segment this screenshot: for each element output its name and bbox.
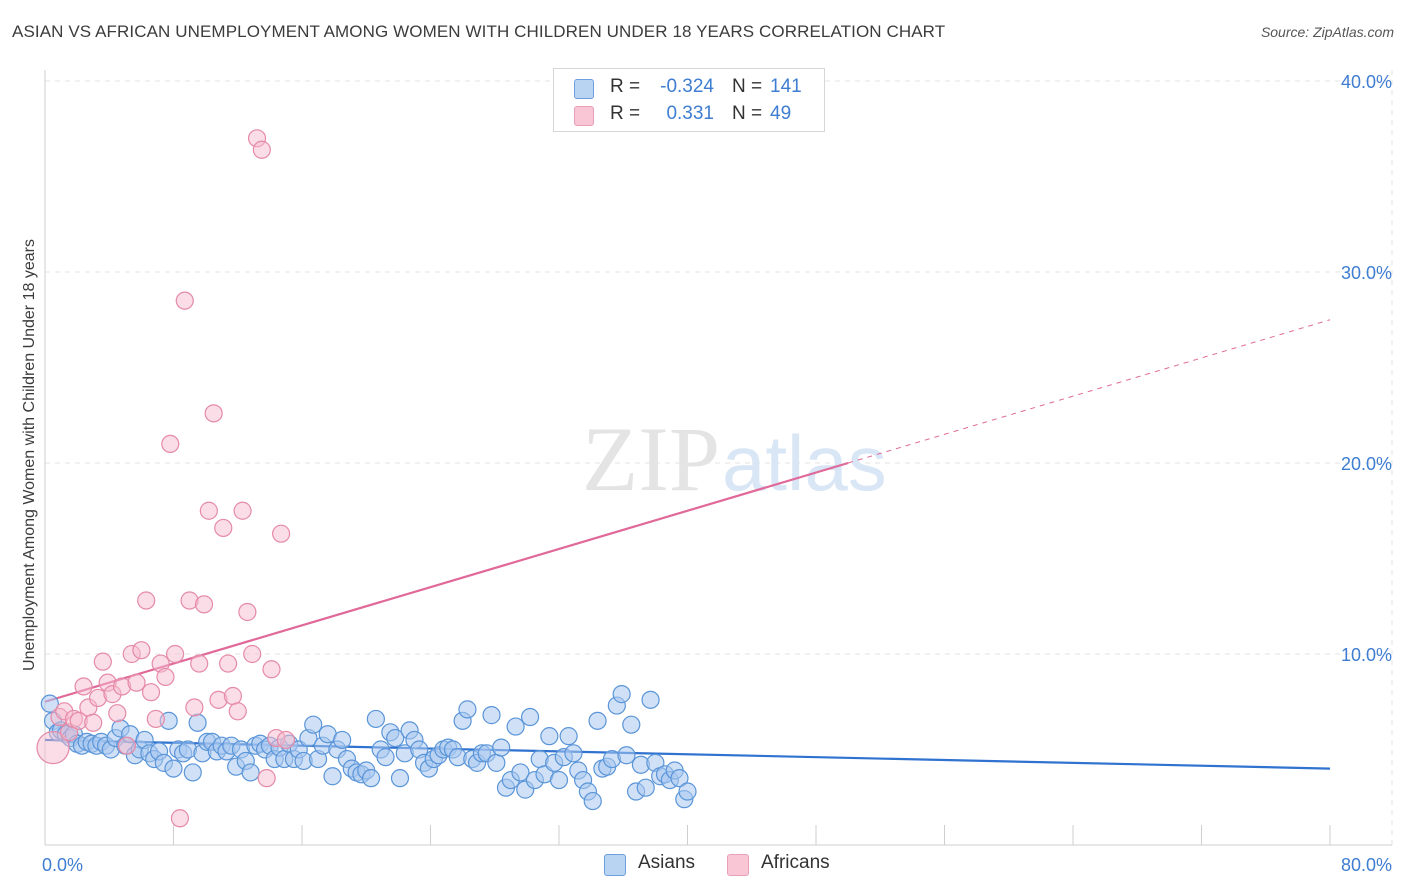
asian-point: [564, 744, 583, 763]
y-tick-label: 20.0%: [1341, 454, 1392, 474]
african-point: [190, 654, 209, 673]
african-point: [238, 602, 257, 622]
asian-point: [612, 685, 631, 704]
asians-n-label: N =: [732, 76, 763, 97]
asian-point: [323, 767, 342, 786]
african-point: [166, 644, 185, 664]
asian-point: [617, 746, 636, 765]
asians-legend-icon: [604, 854, 626, 876]
asian-point: [304, 715, 323, 734]
african-point: [156, 667, 175, 687]
african-point: [257, 769, 276, 788]
asian-point: [333, 730, 352, 750]
african-point: [117, 736, 137, 755]
african-point: [146, 709, 165, 729]
asian-point: [386, 728, 405, 748]
asian-point: [583, 791, 602, 811]
asian-point: [487, 753, 506, 772]
asian-point: [482, 706, 501, 725]
africans-n-value: 49: [770, 103, 792, 124]
africans-legend-label: Africans: [761, 852, 830, 873]
asian-point: [390, 769, 410, 788]
gridlines: [45, 70, 1393, 845]
africans-legend-icon: [727, 854, 749, 876]
africans-trend-extension: [847, 319, 1331, 464]
african-point: [170, 809, 190, 828]
african-point: [137, 591, 156, 610]
african-point: [141, 683, 161, 702]
correlation-legend: R = -0.324 N = 141 R = 0.331 N = 49: [553, 68, 825, 132]
asian-point: [670, 769, 689, 788]
asian-point: [549, 770, 569, 790]
y-tick-label: 30.0%: [1341, 263, 1392, 283]
africans-r-value: 0.331: [666, 103, 714, 124]
asian-point: [511, 763, 530, 782]
african-point: [204, 404, 223, 423]
african-point: [199, 501, 218, 520]
asians-r-value: -0.324: [660, 76, 714, 97]
african-point: [84, 713, 103, 732]
african-point: [127, 673, 146, 692]
axes: [44, 70, 1392, 846]
asian-point: [622, 715, 641, 734]
asian-point: [636, 778, 655, 797]
x-tick-label: 0.0%: [42, 855, 83, 875]
asian-point: [40, 694, 59, 713]
source-label: Source: ZipAtlas.com: [1260, 24, 1394, 40]
x-tick-label: 80.0%: [1341, 855, 1392, 875]
african-point: [214, 518, 233, 538]
asian-point: [361, 769, 381, 788]
asian-point: [458, 700, 477, 719]
y-tick-label: 40.0%: [1341, 72, 1392, 92]
asian-point: [492, 738, 511, 757]
africans-n-label: N =: [732, 103, 763, 124]
asians-n-value: 141: [770, 76, 802, 97]
african-point: [223, 686, 243, 706]
asian-point: [506, 717, 525, 736]
african-point: [194, 595, 214, 614]
asian-point: [540, 727, 559, 746]
african-point: [219, 654, 238, 673]
asian-point: [641, 690, 660, 709]
asians-r-label: R =: [610, 76, 641, 97]
african-point: [161, 434, 180, 453]
asian-point: [183, 763, 202, 782]
asians-legend-label: Asians: [638, 852, 696, 873]
chart-title: ASIAN VS AFRICAN UNEMPLOYMENT AMONG WOME…: [12, 22, 946, 41]
asian-point: [376, 748, 395, 767]
african-point: [185, 698, 204, 717]
african-point: [243, 644, 262, 664]
asian-point: [559, 727, 578, 746]
african-point: [93, 652, 112, 671]
african-point: [233, 501, 252, 520]
y-tick-label: 10.0%: [1341, 645, 1392, 665]
african-point: [36, 730, 70, 765]
african-point: [228, 702, 247, 721]
asian-point: [241, 763, 260, 782]
watermark-zip: ZIP: [582, 408, 720, 510]
african-point: [252, 140, 271, 159]
african-point: [276, 730, 296, 750]
african-point: [272, 524, 291, 543]
african-point: [262, 660, 281, 679]
african-point: [74, 677, 93, 696]
asian-point: [678, 782, 697, 801]
asian-point: [588, 711, 607, 730]
african-point: [132, 641, 151, 660]
tick-labels: 10.0% 20.0% 30.0% 40.0% 0.0% 80.0%: [42, 72, 1392, 875]
africans-swatch-icon: [574, 106, 594, 126]
african-point: [108, 704, 127, 723]
asian-point: [520, 707, 540, 727]
africans-r-label: R =: [610, 103, 641, 124]
data-points: [36, 129, 697, 828]
asian-point: [188, 713, 207, 732]
african-point: [175, 291, 194, 310]
asian-point: [164, 759, 183, 778]
asians-swatch-icon: [574, 79, 594, 99]
asian-point: [366, 709, 385, 729]
